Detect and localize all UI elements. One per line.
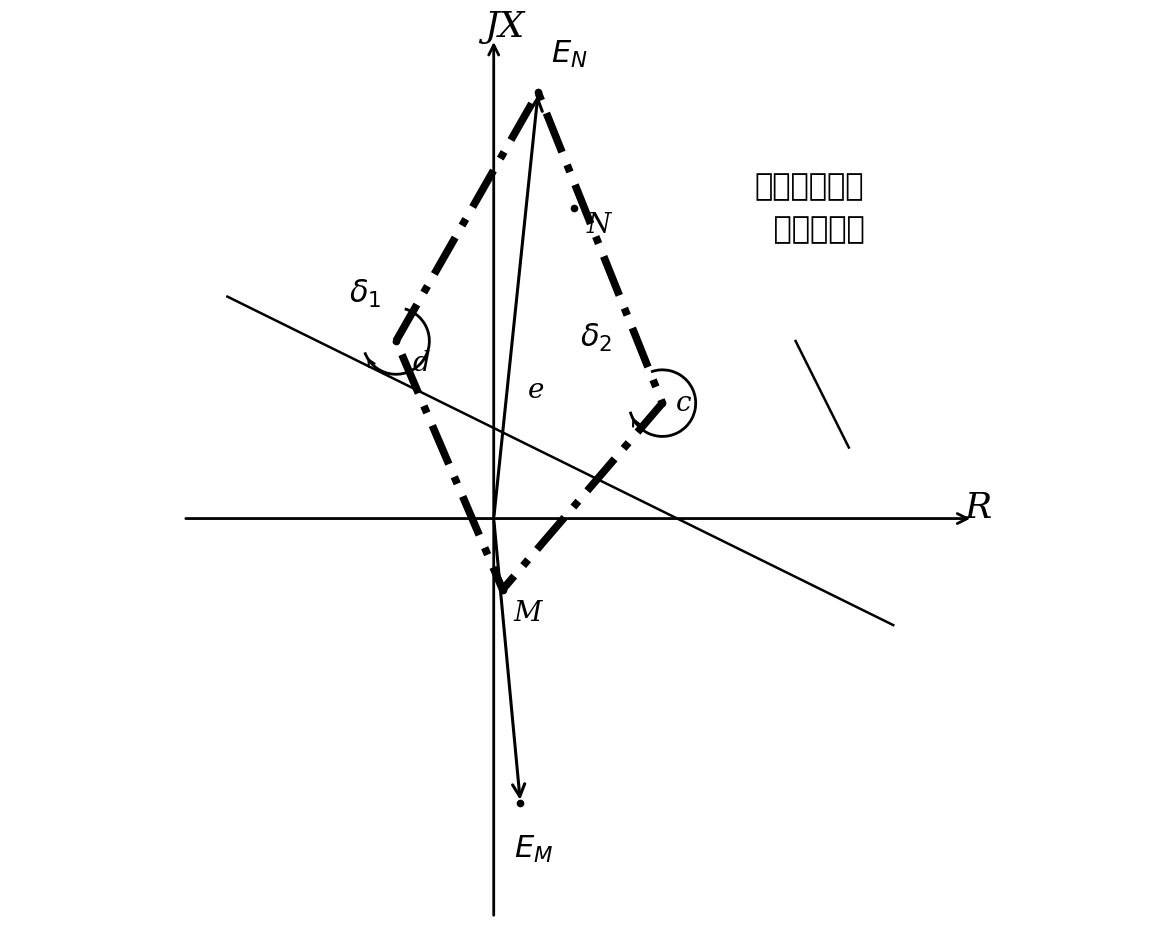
Text: $\delta_1$: $\delta_1$: [348, 278, 381, 310]
Text: $E_N$: $E_N$: [551, 39, 588, 70]
Text: e: e: [528, 376, 544, 403]
Text: c: c: [676, 389, 691, 416]
Text: M: M: [514, 600, 542, 627]
Text: d: d: [412, 350, 430, 376]
Text: 振荡时，测量
  阻抗的轨迹: 振荡时，测量 阻抗的轨迹: [754, 172, 864, 243]
Text: N: N: [587, 212, 612, 240]
Text: $E_M$: $E_M$: [514, 833, 553, 865]
Text: R: R: [965, 491, 991, 524]
Text: JX: JX: [485, 9, 524, 43]
Text: $\delta_2$: $\delta_2$: [580, 322, 612, 354]
